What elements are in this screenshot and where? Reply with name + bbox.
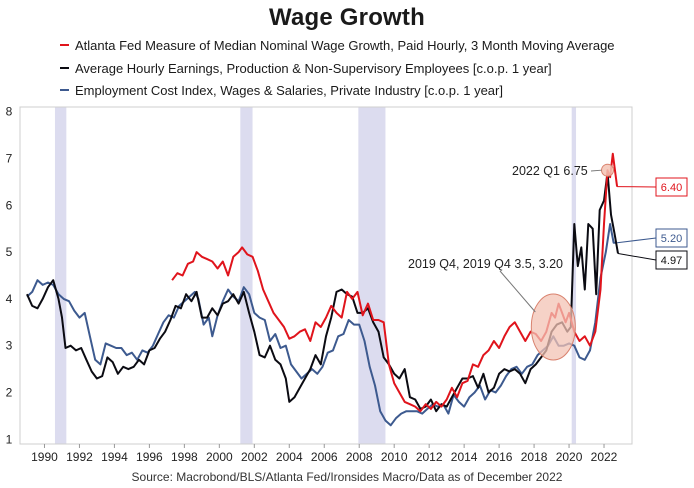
legend-label-eci: Employment Cost Index, Wages & Salaries,…: [75, 82, 503, 98]
end-label-avg-hourly-earnings: 4.97: [661, 255, 682, 267]
x-tick-label-2004: 2004: [276, 450, 303, 464]
annotation-label-2022q1: 2022 Q1 6.75: [512, 164, 588, 178]
x-tick-label-2014: 2014: [451, 450, 478, 464]
y-tick-label-2: 2: [6, 386, 13, 400]
y-tick-label-5: 5: [6, 245, 13, 259]
y-tick-label-7: 7: [6, 151, 13, 165]
legend-label-avg-hourly-earnings: Average Hourly Earnings, Production & No…: [75, 60, 552, 76]
end-box-eci: [655, 228, 688, 248]
y-tick-label-4: 4: [6, 292, 13, 306]
x-tick-label-1998: 1998: [171, 450, 198, 464]
plot-frame: [19, 106, 633, 445]
y-tick-label-1: 1: [6, 432, 13, 446]
x-tick-label-2012: 2012: [416, 450, 443, 464]
annotation-leader-2022q1: [590, 169, 602, 172]
recession-band-3: [571, 107, 577, 444]
x-tick-label-2008: 2008: [346, 450, 373, 464]
series-line-avg-hourly-earnings: [26, 171, 619, 413]
annotation-leader-2019q4: [499, 270, 536, 313]
y-tick-label-8: 8: [6, 105, 13, 119]
end-label-eci: 5.20: [661, 233, 682, 245]
annotation-label-2019q4: 2019 Q4, 2019 Q4 3.5, 3.20: [408, 257, 563, 271]
legend-swatch-avg-hourly-earnings: [60, 67, 69, 69]
recession-band-2: [358, 107, 386, 444]
series-line-eci: [26, 223, 618, 427]
x-tick-label-1992: 1992: [66, 450, 93, 464]
x-tick-label-2000: 2000: [206, 450, 233, 464]
end-box-avg-hourly-earnings: [655, 250, 688, 270]
x-tick-label-2010: 2010: [381, 450, 408, 464]
end-leader-avg-hourly-earnings: [617, 253, 657, 261]
annotation-marker-2019q4: [530, 293, 576, 361]
legend-swatch-atlanta-fed: [60, 44, 69, 46]
chart-title: Wage Growth: [269, 4, 425, 31]
x-tick-label-1990: 1990: [31, 450, 58, 464]
legend-swatch-eci: [60, 89, 69, 91]
y-tick-label-6: 6: [6, 198, 13, 212]
end-leader-eci: [617, 237, 657, 244]
x-tick-label-2002: 2002: [241, 450, 268, 464]
x-tick-label-2018: 2018: [521, 450, 548, 464]
legend-item-eci: Employment Cost Index, Wages & Salaries,…: [60, 81, 503, 99]
end-label-atlanta-fed: 6.40: [661, 182, 682, 194]
end-box-atlanta-fed: [655, 177, 688, 197]
x-tick-label-1996: 1996: [136, 450, 163, 464]
recession-band-0: [54, 107, 67, 444]
x-tick-label-1994: 1994: [101, 450, 128, 464]
legend-item-atlanta-fed: Atlanta Fed Measure of Median Nominal Wa…: [60, 36, 615, 54]
chart-source: Source: Macrobond/BLS/Atlanta Fed/Ironsi…: [131, 470, 563, 484]
x-tick-label-2022: 2022: [591, 450, 618, 464]
legend-label-atlanta-fed: Atlanta Fed Measure of Median Nominal Wa…: [75, 37, 615, 53]
x-tick-label-2020: 2020: [556, 450, 583, 464]
x-tick-label-2006: 2006: [311, 450, 338, 464]
annotation-marker-2022q1: [601, 163, 615, 177]
x-tick-label-2016: 2016: [486, 450, 513, 464]
y-tick-label-3: 3: [6, 339, 13, 353]
recession-band-1: [240, 107, 253, 444]
legend-item-avg-hourly-earnings: Average Hourly Earnings, Production & No…: [60, 59, 552, 77]
